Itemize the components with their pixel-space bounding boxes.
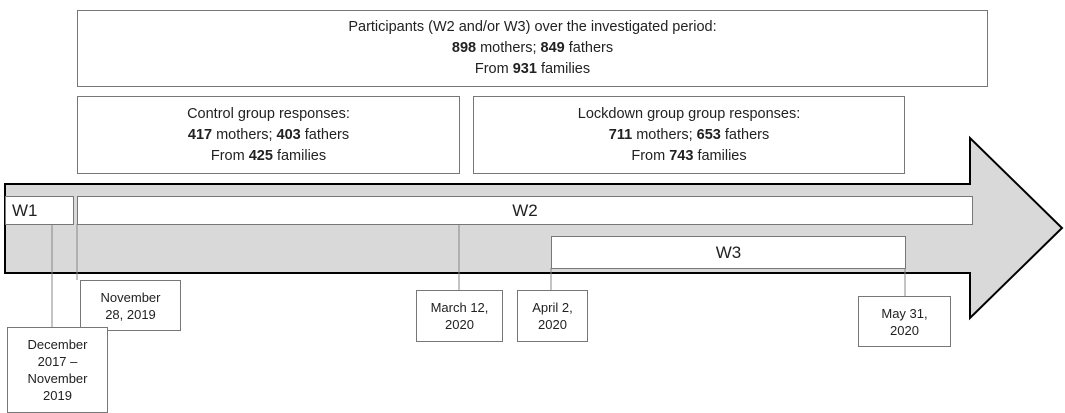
date-line: November (27, 371, 88, 386)
text-segment: 417 (187, 126, 213, 143)
text-segment: 743 (669, 147, 694, 164)
text-segment: 425 (248, 147, 273, 164)
wave-label: W1 (12, 200, 38, 220)
text-segment: Control group responses: (187, 105, 350, 122)
text-segment: fathers (720, 126, 770, 143)
date-box: December 2017 – November 2019 (7, 327, 108, 413)
text-line: From 931 families (475, 59, 590, 80)
text-line: 417 mothers; 403 fathers (188, 125, 349, 146)
text-segment: mothers; (476, 40, 541, 56)
date-box: April 2, 2020 (517, 290, 588, 342)
date-box: March 12, 2020 (416, 290, 503, 342)
text-segment: From (474, 61, 513, 77)
info-box: Participants (W2 and/or W3) over the inv… (77, 10, 988, 87)
text-segment: From (210, 147, 249, 164)
text-line: 711 mothers; 653 fathers (609, 125, 769, 146)
timeline-arrow (4, 135, 1064, 321)
text-line: Participants (W2 and/or W3) over the inv… (348, 17, 716, 38)
text-segment: Participants (W2 and/or W3) over the inv… (348, 19, 717, 35)
date-line: 2020 (538, 317, 567, 332)
wave-box: W3 (551, 236, 906, 269)
text-segment: 711 (608, 126, 633, 143)
date-line: March 12, (430, 300, 489, 315)
text-line: 898 mothers; 849 fathers (452, 38, 613, 59)
date-line: 28, 2019 (105, 306, 156, 322)
info-box: Control group responses: 417 mothers; 403… (77, 96, 460, 174)
date-box: May 31, 2020 (858, 296, 951, 347)
date-line: December (27, 337, 88, 352)
text-segment: families (536, 61, 591, 77)
text-segment: 653 (696, 126, 721, 143)
wave-box: W2 (77, 196, 973, 225)
text-segment: Lockdown group group responses: (577, 105, 801, 122)
text-line: From 425 families (211, 146, 326, 167)
date-line: 2020 (445, 317, 474, 332)
text-segment: 931 (512, 61, 537, 77)
text-segment: mothers; (632, 126, 697, 143)
text-line: Control group responses: (187, 104, 350, 125)
date-line: 2017 – (37, 354, 78, 369)
text-segment: From (631, 147, 670, 164)
text-segment: 403 (276, 126, 301, 143)
text-segment: fathers (300, 126, 350, 143)
text-segment: 849 (540, 40, 565, 56)
text-segment: mothers; (212, 126, 277, 143)
info-box: Lockdown group group responses: 711 mothe… (473, 96, 905, 174)
wave-box: W1 (5, 196, 74, 225)
text-line: Lockdown group group responses: (578, 104, 800, 125)
date-line: 2020 (890, 322, 919, 338)
text-segment: families (693, 147, 747, 164)
text-segment: fathers (564, 40, 614, 56)
date-box: November 28, 2019 (80, 280, 181, 331)
date-line: November (100, 289, 161, 305)
wave-label: W2 (512, 200, 538, 220)
text-segment: 898 (451, 40, 477, 56)
text-line: From 743 families (631, 146, 746, 167)
text-segment: families (272, 147, 327, 164)
date-line: April 2, (532, 300, 573, 315)
date-line: May 31, (881, 305, 928, 321)
wave-label: W3 (715, 242, 742, 262)
date-line: 2019 (43, 388, 72, 403)
